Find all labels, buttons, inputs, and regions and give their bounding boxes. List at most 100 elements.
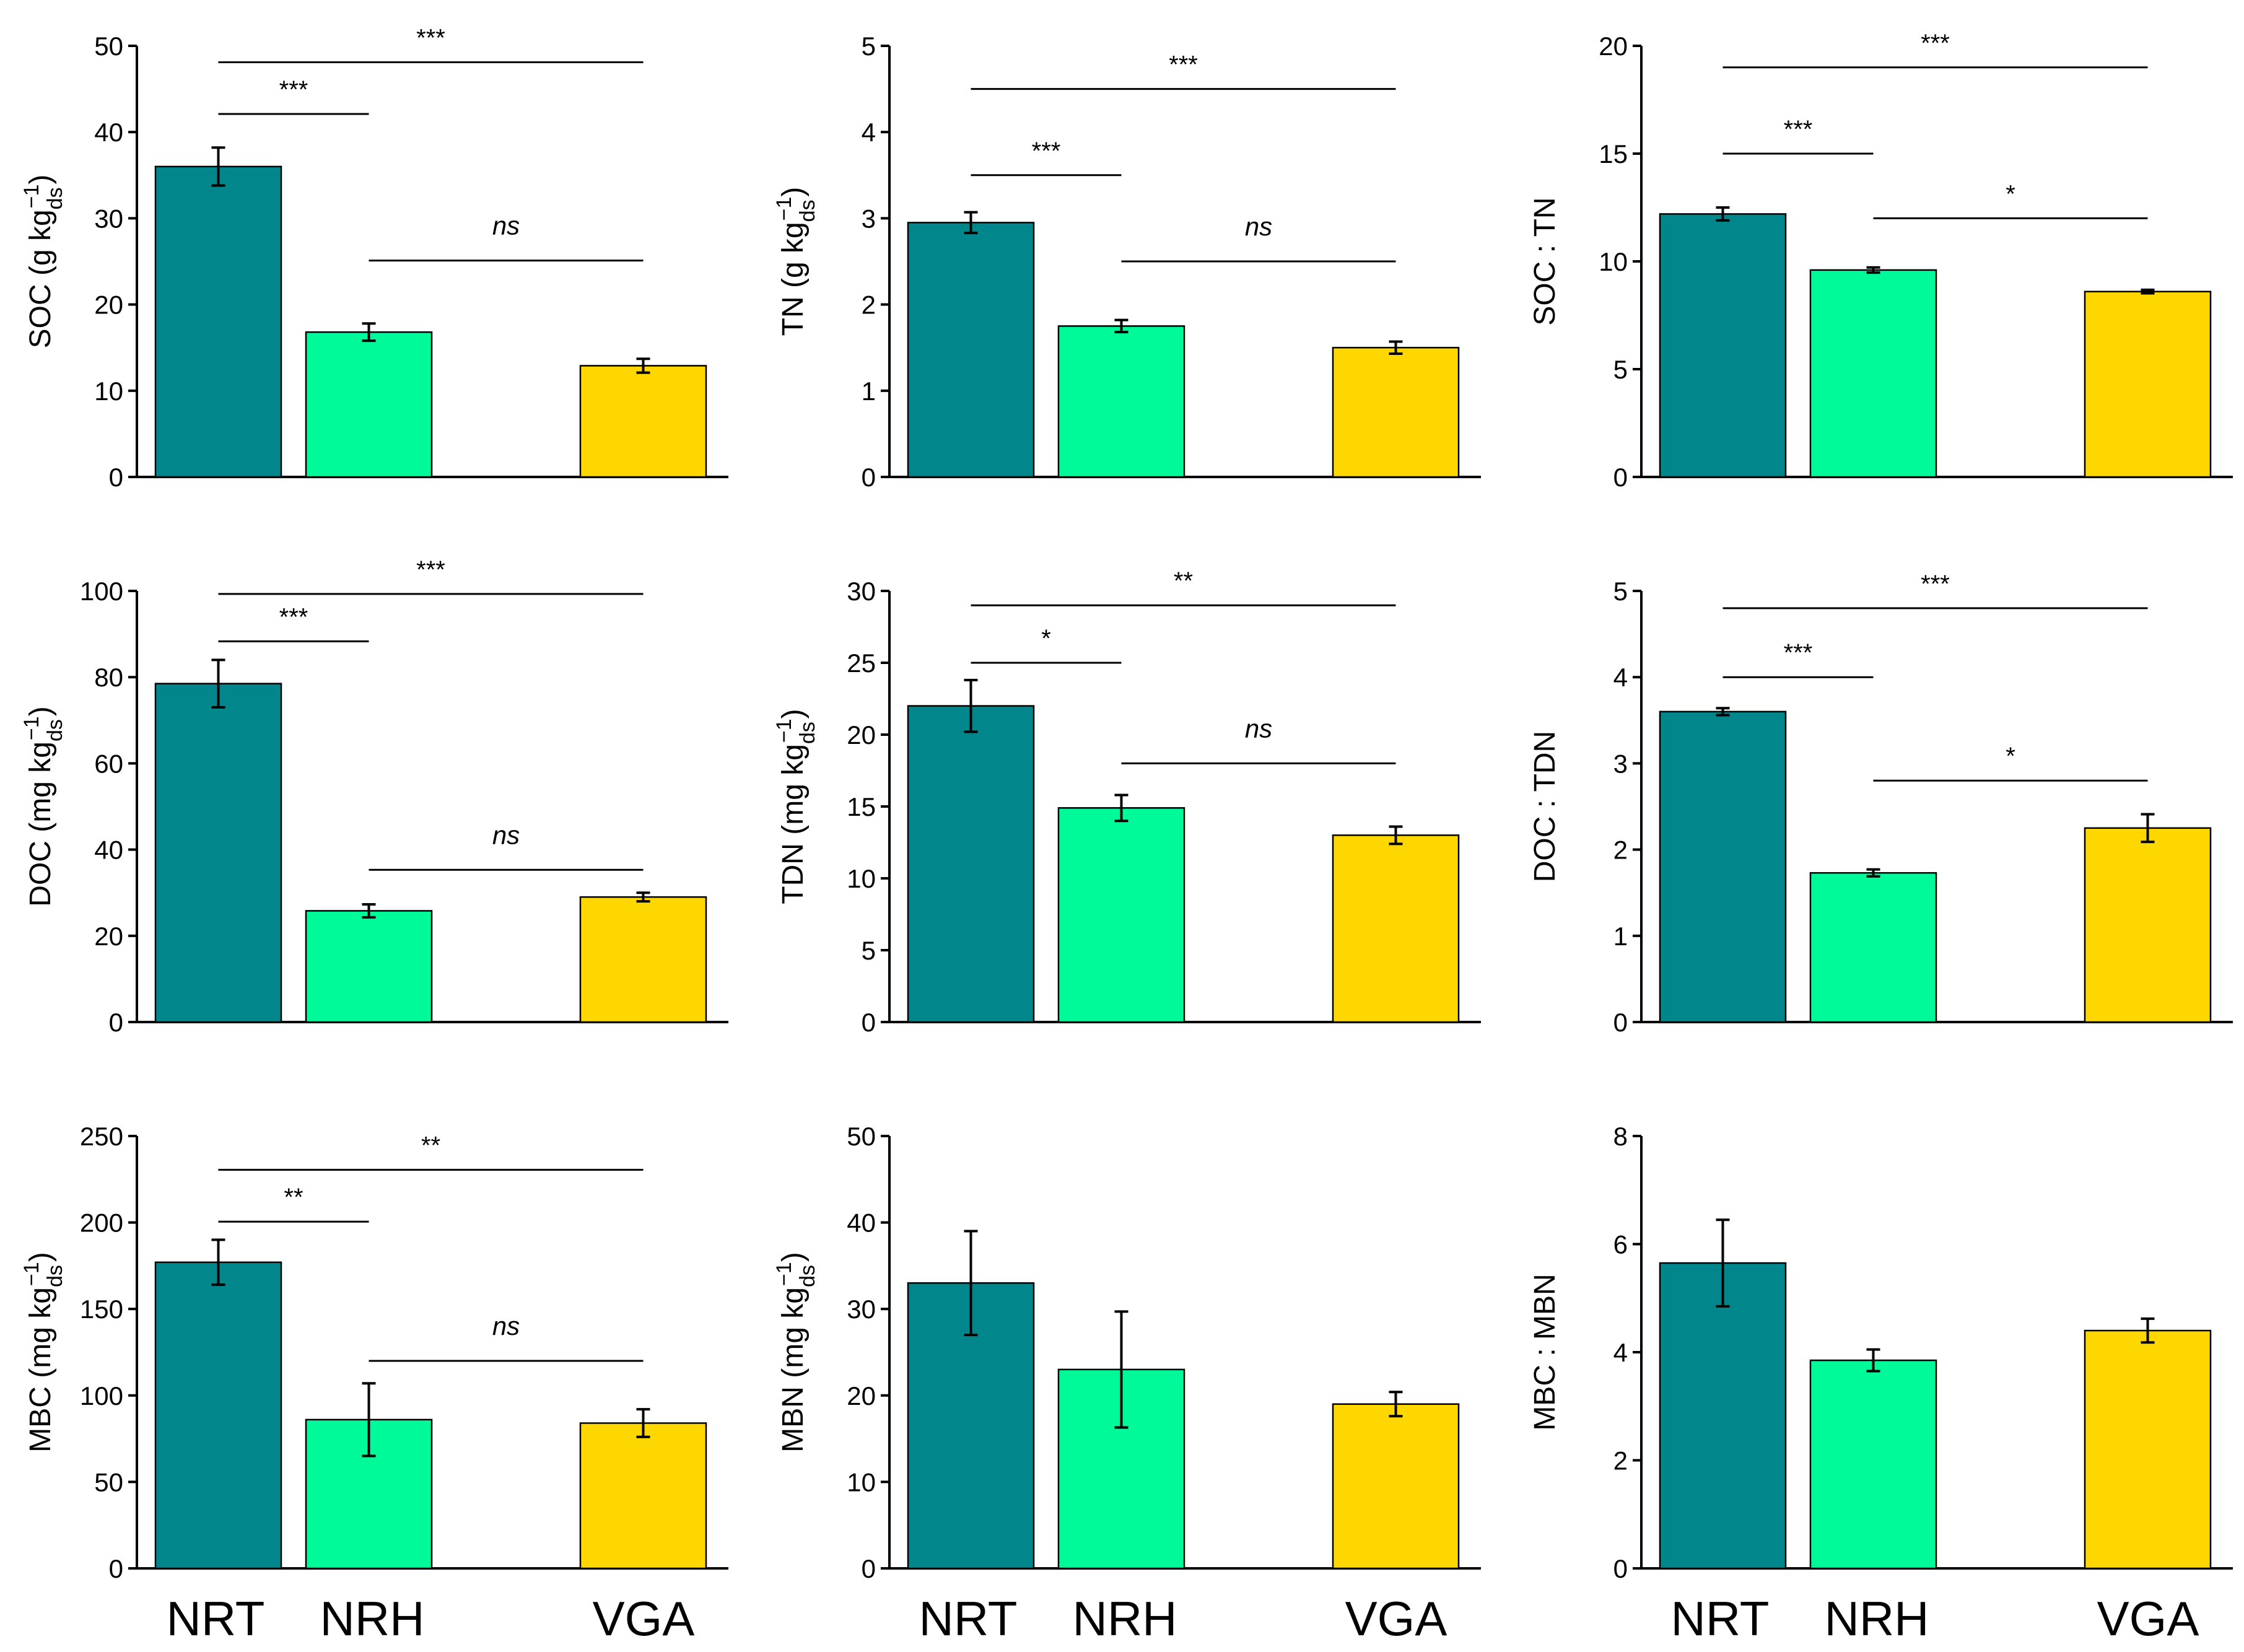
y-tick-label: 3 bbox=[862, 204, 876, 233]
y-tick-label: 200 bbox=[80, 1208, 123, 1238]
y-tick-label: 6 bbox=[1613, 1230, 1628, 1259]
bar-nrh bbox=[305, 331, 433, 478]
y-axis-label: SOC : TN bbox=[1529, 197, 1561, 325]
y-tick-label: 2 bbox=[862, 291, 876, 320]
y-tick-label: 250 bbox=[80, 1122, 123, 1151]
category-label-nrh: NRH bbox=[1073, 1591, 1177, 1646]
y-tick-label: 40 bbox=[847, 1208, 876, 1238]
category-label-nrt: NRT bbox=[919, 1591, 1018, 1646]
bar-nrh bbox=[305, 910, 433, 1023]
y-tick-label: 0 bbox=[109, 463, 123, 492]
y-tick-label: 30 bbox=[94, 204, 123, 233]
y-tick-label: 100 bbox=[80, 1381, 123, 1410]
y-tick-label: 15 bbox=[1599, 139, 1628, 168]
y-tick-label: 10 bbox=[94, 377, 123, 406]
bar-vga bbox=[1332, 834, 1460, 1023]
significance-label: ** bbox=[1174, 567, 1193, 595]
y-tick-label: 20 bbox=[847, 1381, 876, 1410]
y-tick-label: 0 bbox=[862, 1008, 876, 1037]
bar-nrt bbox=[1659, 1262, 1787, 1570]
y-tick-label: 50 bbox=[94, 32, 123, 61]
chart-panel-tn: 0 1 2 3 4 5 TN (g kgds−1) *** *** ns bbox=[772, 32, 1481, 492]
chart-panel-mbc: 0 50 100 150 200 250 MBC (mg kgds−1) ** ** ns NRT N… bbox=[20, 1122, 728, 1646]
y-axis-label: TDN (mg kgds−1) bbox=[772, 709, 819, 904]
y-tick-label: 0 bbox=[109, 1008, 123, 1037]
significance-label: *** bbox=[1784, 639, 1813, 666]
y-tick-label: 30 bbox=[847, 577, 876, 606]
significance-label: * bbox=[2006, 743, 2015, 770]
bar-vga bbox=[1332, 346, 1460, 478]
significance-label: ns bbox=[492, 211, 520, 240]
significance-label: ns bbox=[492, 820, 520, 849]
category-label-nrh: NRH bbox=[1825, 1591, 1929, 1646]
bar-nrt bbox=[1659, 710, 1787, 1023]
y-tick-label: 1 bbox=[1613, 922, 1628, 951]
significance-label: *** bbox=[1169, 51, 1198, 79]
y-tick-label: 3 bbox=[1613, 749, 1628, 778]
y-axis-label: DOC : TDN bbox=[1529, 731, 1561, 882]
y-tick-label: 0 bbox=[1613, 463, 1628, 492]
bar-nrt bbox=[154, 165, 282, 478]
y-tick-label: 5 bbox=[1613, 577, 1628, 606]
y-tick-label: 2 bbox=[1613, 1446, 1628, 1475]
significance-label: ** bbox=[421, 1132, 440, 1159]
bar-vga bbox=[2084, 827, 2212, 1023]
significance-label: *** bbox=[1921, 30, 1950, 57]
y-tick-label: 2 bbox=[1613, 836, 1628, 865]
y-tick-label: 20 bbox=[94, 922, 123, 951]
category-label-vga: VGA bbox=[593, 1591, 695, 1646]
y-axis-label: MBC (mg kgds−1) bbox=[20, 1252, 67, 1452]
y-tick-label: 10 bbox=[1599, 247, 1628, 276]
y-tick-label: 4 bbox=[1613, 1338, 1628, 1367]
bar-vga bbox=[2084, 1329, 2212, 1570]
bar-nrt bbox=[907, 222, 1035, 478]
y-tick-label: 20 bbox=[1599, 32, 1628, 61]
chart-panel-doc: 0 20 40 60 80 100 DOC (mg kgds−1) *** *** ns bbox=[20, 556, 728, 1037]
y-tick-label: 100 bbox=[80, 577, 123, 606]
y-tick-label: 50 bbox=[847, 1122, 876, 1151]
significance-label: *** bbox=[416, 24, 445, 51]
bar-vga bbox=[2084, 291, 2212, 478]
y-axis-label: SOC (g kgds−1) bbox=[20, 175, 67, 349]
y-tick-label: 0 bbox=[109, 1554, 123, 1583]
y-tick-label: 10 bbox=[847, 1467, 876, 1497]
y-tick-label: 60 bbox=[94, 749, 123, 778]
y-tick-label: 40 bbox=[94, 118, 123, 147]
significance-label: * bbox=[2006, 180, 2015, 208]
significance-label: *** bbox=[416, 556, 445, 583]
bar-vga bbox=[579, 365, 707, 478]
y-tick-label: 5 bbox=[862, 936, 876, 965]
significance-label: *** bbox=[1921, 570, 1950, 598]
y-tick-label: 0 bbox=[1613, 1554, 1628, 1583]
chart-panel-mbc-mbn: 0 2 4 6 8 MBC : MBN NRT NRH VGA bbox=[1529, 1122, 2233, 1646]
y-tick-label: 80 bbox=[94, 663, 123, 692]
y-axis-label: MBC : MBN bbox=[1529, 1274, 1561, 1430]
category-label-vga: VGA bbox=[1345, 1591, 1447, 1646]
bar-nrh bbox=[1809, 1359, 1937, 1570]
y-tick-label: 30 bbox=[847, 1295, 876, 1324]
y-tick-label: 5 bbox=[1613, 355, 1628, 384]
significance-label: *** bbox=[1784, 116, 1813, 143]
significance-label: *** bbox=[279, 603, 308, 631]
bar-vga bbox=[579, 1422, 707, 1570]
y-tick-label: 10 bbox=[847, 864, 876, 893]
y-tick-label: 25 bbox=[847, 649, 876, 678]
chart-panel-mbn: 0 10 20 30 40 50 MBN (mg kgds−1) NRT NRH VGA bbox=[772, 1122, 1481, 1646]
bar-vga bbox=[579, 896, 707, 1023]
significance-label: ns bbox=[1245, 714, 1272, 743]
bar-nrh bbox=[1057, 807, 1185, 1023]
significance-label: ns bbox=[492, 1311, 520, 1340]
bar-nrt bbox=[154, 1261, 282, 1570]
y-axis-label: DOC (mg kgds−1) bbox=[20, 706, 67, 906]
bar-vga bbox=[1332, 1403, 1460, 1570]
y-tick-label: 15 bbox=[847, 792, 876, 821]
y-tick-label: 8 bbox=[1613, 1122, 1628, 1151]
category-label-nrh: NRH bbox=[320, 1591, 425, 1646]
bar-nrh bbox=[1057, 325, 1185, 478]
y-tick-label: 4 bbox=[1613, 663, 1628, 692]
y-tick-label: 1 bbox=[862, 377, 876, 406]
y-tick-label: 20 bbox=[94, 291, 123, 320]
